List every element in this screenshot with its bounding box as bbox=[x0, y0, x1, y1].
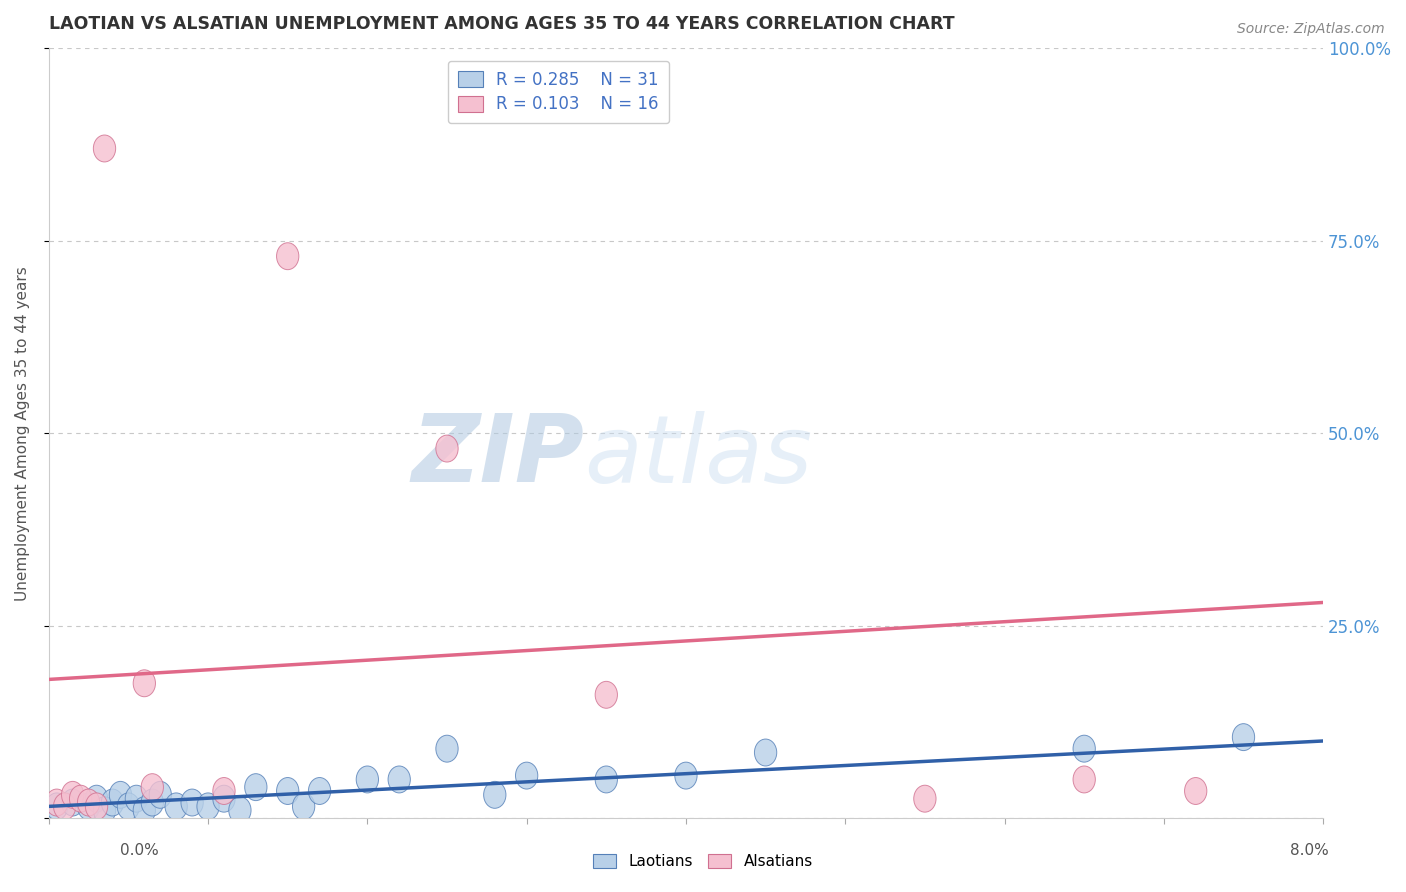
Ellipse shape bbox=[77, 789, 100, 816]
Ellipse shape bbox=[197, 793, 219, 820]
Ellipse shape bbox=[212, 778, 235, 805]
Ellipse shape bbox=[356, 766, 378, 793]
Ellipse shape bbox=[1073, 766, 1095, 793]
Ellipse shape bbox=[436, 735, 458, 762]
Text: LAOTIAN VS ALSATIAN UNEMPLOYMENT AMONG AGES 35 TO 44 YEARS CORRELATION CHART: LAOTIAN VS ALSATIAN UNEMPLOYMENT AMONG A… bbox=[49, 15, 955, 33]
Legend: Laotians, Alsatians: Laotians, Alsatians bbox=[588, 847, 818, 875]
Text: 8.0%: 8.0% bbox=[1289, 843, 1329, 858]
Text: Source: ZipAtlas.com: Source: ZipAtlas.com bbox=[1237, 22, 1385, 37]
Ellipse shape bbox=[69, 785, 91, 812]
Ellipse shape bbox=[45, 789, 67, 816]
Ellipse shape bbox=[516, 762, 538, 789]
Ellipse shape bbox=[141, 789, 163, 816]
Text: ZIP: ZIP bbox=[411, 410, 583, 502]
Ellipse shape bbox=[134, 670, 156, 697]
Ellipse shape bbox=[277, 243, 299, 269]
Y-axis label: Unemployment Among Ages 35 to 44 years: Unemployment Among Ages 35 to 44 years bbox=[15, 266, 30, 600]
Ellipse shape bbox=[101, 789, 124, 816]
Ellipse shape bbox=[277, 778, 299, 805]
Ellipse shape bbox=[484, 781, 506, 808]
Ellipse shape bbox=[141, 773, 163, 801]
Ellipse shape bbox=[125, 785, 148, 812]
Ellipse shape bbox=[86, 785, 108, 812]
Ellipse shape bbox=[110, 781, 132, 808]
Text: 0.0%: 0.0% bbox=[120, 843, 159, 858]
Ellipse shape bbox=[134, 797, 156, 823]
Ellipse shape bbox=[1232, 723, 1254, 750]
Ellipse shape bbox=[45, 793, 67, 820]
Ellipse shape bbox=[149, 781, 172, 808]
Ellipse shape bbox=[755, 739, 776, 766]
Legend: R = 0.285    N = 31, R = 0.103    N = 16: R = 0.285 N = 31, R = 0.103 N = 16 bbox=[449, 61, 669, 123]
Ellipse shape bbox=[595, 766, 617, 793]
Ellipse shape bbox=[93, 135, 115, 162]
Ellipse shape bbox=[1073, 735, 1095, 762]
Ellipse shape bbox=[62, 781, 84, 808]
Ellipse shape bbox=[292, 793, 315, 820]
Ellipse shape bbox=[914, 785, 936, 812]
Ellipse shape bbox=[308, 778, 330, 805]
Text: atlas: atlas bbox=[583, 411, 813, 502]
Ellipse shape bbox=[436, 435, 458, 462]
Ellipse shape bbox=[675, 762, 697, 789]
Ellipse shape bbox=[62, 789, 84, 816]
Ellipse shape bbox=[1184, 778, 1206, 805]
Ellipse shape bbox=[181, 789, 204, 816]
Ellipse shape bbox=[86, 793, 108, 820]
Ellipse shape bbox=[117, 793, 139, 820]
Ellipse shape bbox=[165, 793, 187, 820]
Ellipse shape bbox=[93, 797, 115, 823]
Ellipse shape bbox=[245, 773, 267, 801]
Ellipse shape bbox=[229, 797, 252, 823]
Ellipse shape bbox=[388, 766, 411, 793]
Ellipse shape bbox=[595, 681, 617, 708]
Ellipse shape bbox=[53, 793, 76, 820]
Ellipse shape bbox=[77, 793, 100, 820]
Ellipse shape bbox=[212, 785, 235, 812]
